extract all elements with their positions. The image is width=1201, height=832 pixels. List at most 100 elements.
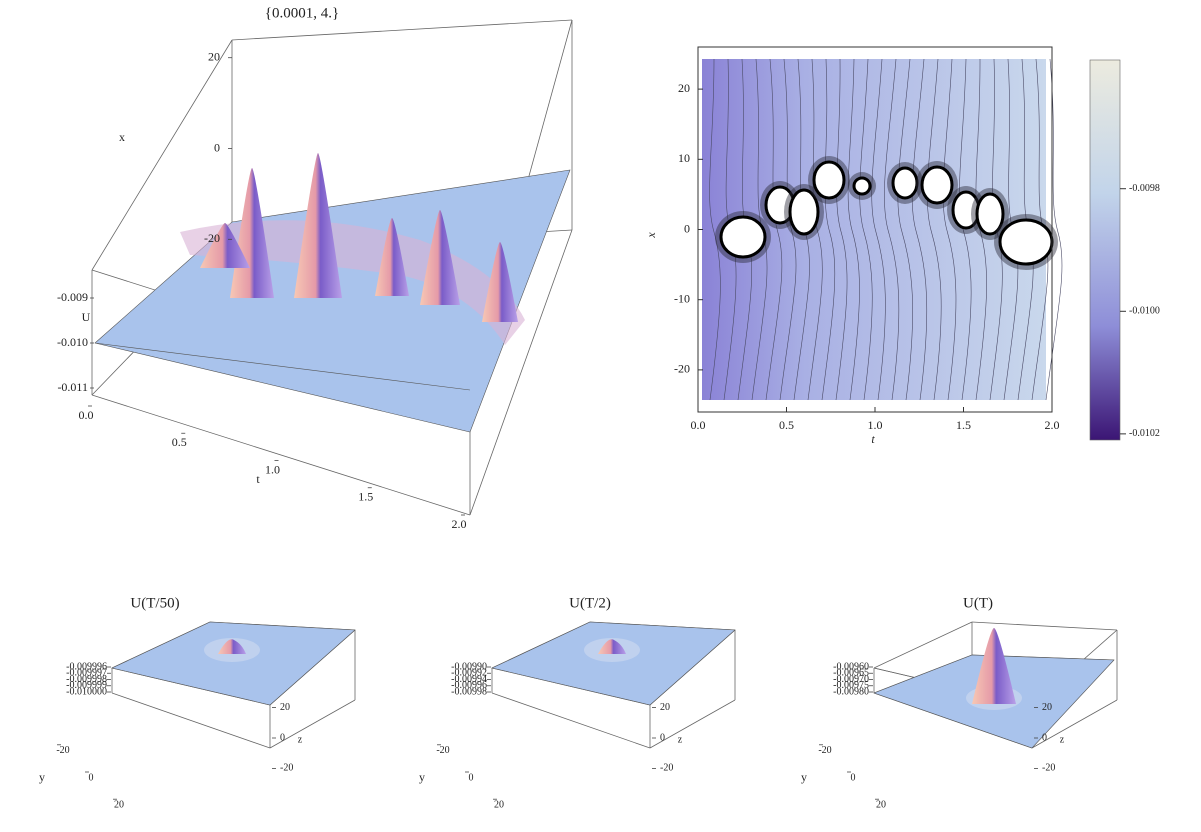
tick-label: 0.5 bbox=[172, 435, 187, 449]
tick-label: 0 bbox=[280, 732, 285, 743]
surface bbox=[94, 169, 571, 433]
contour-blob bbox=[852, 176, 872, 196]
tick-label: 0.5 bbox=[779, 418, 794, 432]
axis-label: t bbox=[256, 472, 260, 486]
tick-label: 1.0 bbox=[868, 418, 883, 432]
contour-blob bbox=[719, 215, 767, 259]
tick-label: 0 bbox=[469, 772, 474, 783]
box-edge bbox=[491, 692, 651, 749]
axis-label: x bbox=[644, 232, 658, 239]
contour-line bbox=[911, 58, 928, 401]
tick-label: 0 bbox=[684, 221, 690, 235]
contour-blob bbox=[788, 188, 820, 236]
tick-label: -0.00996 bbox=[451, 680, 487, 691]
plot-title: {0.0001, 4.} bbox=[265, 5, 339, 21]
contour-blob bbox=[891, 166, 919, 200]
box-edge bbox=[91, 39, 233, 271]
tick-label: -20 bbox=[280, 763, 293, 774]
tick-label: 0 bbox=[851, 772, 856, 783]
tick-label: -20 bbox=[674, 362, 690, 376]
surface-bump bbox=[218, 639, 246, 654]
axis-label: y bbox=[419, 770, 425, 784]
tick-label: -0.010 bbox=[57, 335, 88, 349]
plot-title: U(T/50) bbox=[130, 595, 179, 611]
contour-line bbox=[847, 58, 860, 401]
plot-title: U(T/2) bbox=[569, 595, 611, 611]
tick-label: 2.0 bbox=[452, 517, 467, 531]
contour-blob bbox=[920, 165, 954, 205]
contour-line bbox=[859, 58, 873, 401]
tick-label: 0.0 bbox=[691, 418, 706, 432]
surface bbox=[491, 621, 736, 706]
box-edge bbox=[1031, 699, 1118, 749]
contour-line bbox=[897, 58, 913, 401]
surface-peak bbox=[375, 218, 409, 296]
colorbar-label: -0.0100 bbox=[1129, 306, 1160, 317]
contour-line bbox=[975, 58, 987, 401]
axis-label: z bbox=[298, 734, 303, 745]
axis-label: z bbox=[678, 734, 683, 745]
tick-label: -0.00998 bbox=[451, 686, 487, 697]
contour-blob bbox=[975, 192, 1005, 236]
tick-label: 1.5 bbox=[358, 490, 373, 504]
contour-blob bbox=[812, 160, 846, 200]
tick-label: -0.00960 bbox=[833, 661, 869, 672]
contour-line bbox=[765, 58, 783, 401]
tick-label: -0.009999 bbox=[66, 680, 107, 691]
contour-line bbox=[835, 58, 848, 401]
colorbar-label: -0.0102 bbox=[1129, 428, 1160, 439]
axis-label: t bbox=[871, 432, 875, 446]
box-edge bbox=[971, 621, 1118, 631]
box-edge bbox=[649, 699, 736, 749]
surface-peak bbox=[200, 223, 250, 268]
tick-label: -0.00980 bbox=[833, 686, 869, 697]
tick-label: 10 bbox=[678, 151, 690, 165]
surface-peak bbox=[972, 628, 1016, 704]
tick-label: -0.010000 bbox=[66, 686, 107, 697]
tick-label: 1.0 bbox=[265, 462, 280, 476]
tick-label: -0.009997 bbox=[66, 668, 107, 679]
tick-label: -20 bbox=[818, 745, 831, 756]
tick-label: 0 bbox=[214, 140, 220, 154]
tick-label: 20 bbox=[660, 702, 670, 713]
axis-label: U bbox=[82, 310, 91, 324]
colorbar-label: -0.0098 bbox=[1129, 183, 1160, 194]
tick-label: -0.00970 bbox=[833, 674, 869, 685]
surface-peak bbox=[482, 242, 518, 322]
tick-label: -20 bbox=[660, 763, 673, 774]
surface bbox=[111, 621, 356, 706]
tick-label: -0.009996 bbox=[66, 661, 107, 672]
box-edge bbox=[111, 692, 271, 749]
tick-label: -20 bbox=[56, 745, 69, 756]
surface-peak bbox=[420, 210, 460, 305]
contour-line bbox=[884, 58, 900, 401]
tick-label: 20 bbox=[1042, 702, 1052, 713]
axis-label: y bbox=[801, 770, 807, 784]
tick-label: -0.00992 bbox=[451, 668, 487, 679]
contour-line bbox=[871, 58, 886, 401]
contour-blob bbox=[998, 218, 1054, 266]
tick-label: -0.00990 bbox=[451, 661, 487, 672]
tick-label: 20 bbox=[280, 702, 290, 713]
contour-line bbox=[1045, 58, 1063, 401]
tick-label: 0 bbox=[1042, 732, 1047, 743]
tick-label: 20 bbox=[678, 81, 690, 95]
box-edge bbox=[469, 229, 573, 516]
contour-line bbox=[959, 58, 972, 401]
contour-line bbox=[807, 58, 823, 401]
tick-label: 20 bbox=[208, 49, 220, 63]
tick-label: 20 bbox=[114, 799, 124, 810]
tick-label: -20 bbox=[204, 231, 220, 245]
colorbar bbox=[1089, 59, 1121, 441]
axis-label: y bbox=[39, 770, 45, 784]
plot-title: U(T) bbox=[963, 595, 993, 611]
tick-label: -0.009998 bbox=[66, 674, 107, 685]
tick-label: 0.0 bbox=[79, 408, 94, 422]
box-edge bbox=[231, 19, 573, 41]
box-edge bbox=[91, 394, 471, 516]
tick-label: 0 bbox=[89, 772, 94, 783]
tick-label: -20 bbox=[436, 745, 449, 756]
box-edge bbox=[269, 699, 356, 749]
tick-label: -20 bbox=[1042, 763, 1055, 774]
tick-label: -10 bbox=[674, 291, 690, 305]
